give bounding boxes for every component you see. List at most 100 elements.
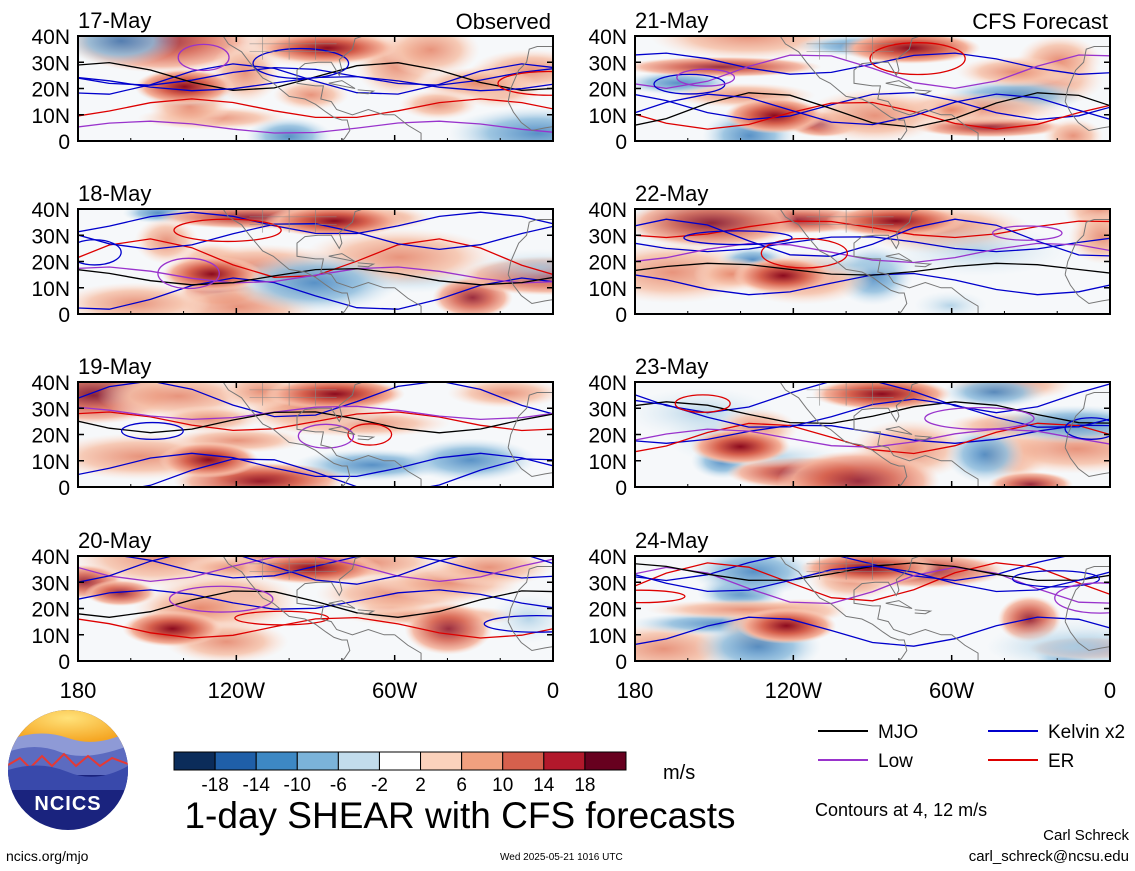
panel-date-label: 20-May bbox=[78, 528, 151, 553]
y-tick-label: 10N bbox=[31, 105, 70, 128]
panel-17-may: 40N 30N 20N 10N 0 17-May Observed bbox=[31, 8, 554, 154]
y-tick-label: 20N bbox=[31, 252, 70, 275]
colorbar-swatch bbox=[337, 751, 380, 771]
y-tick-label: 20N bbox=[31, 425, 70, 448]
colorbar-swatch bbox=[296, 751, 339, 771]
column-header: Observed bbox=[456, 9, 551, 34]
panel-date-label: 21-May bbox=[635, 8, 708, 33]
y-tick-label: 0 bbox=[615, 651, 627, 674]
y-tick-label: 0 bbox=[615, 477, 627, 500]
colorbar-tick-label: 6 bbox=[456, 775, 467, 796]
y-tick-label: 30N bbox=[588, 398, 627, 421]
colorbar-swatch bbox=[461, 751, 504, 771]
y-tick-label: 20N bbox=[588, 79, 627, 102]
y-tick-label: 30N bbox=[31, 572, 70, 595]
x-tick-label: 60W bbox=[929, 678, 974, 703]
y-tick-label: 10N bbox=[588, 451, 627, 474]
legend-label: Kelvin x2 bbox=[1048, 722, 1125, 743]
colorbar-tick-label: 2 bbox=[415, 775, 426, 796]
author-email: carl_schreck@ncsu.edu bbox=[968, 848, 1129, 865]
legend-item: Kelvin x2 bbox=[988, 722, 1125, 743]
y-tick-label: 10N bbox=[588, 625, 627, 648]
y-tick-label: 0 bbox=[58, 477, 70, 500]
y-tick-label: 20N bbox=[588, 599, 627, 622]
panel-22-may: 40N 30N 20N 10N 0 22-May bbox=[588, 181, 1111, 327]
panel-date-label: 22-May bbox=[635, 181, 708, 206]
y-tick-label: 40N bbox=[31, 199, 70, 222]
y-tick-label: 10N bbox=[588, 278, 627, 301]
x-tick-label: 0 bbox=[1104, 678, 1116, 703]
panel-20-may: 40N 30N 20N 10N 0 20-May 180 120W 60W 0 bbox=[31, 528, 559, 703]
panel-19-may: 40N 30N 20N 10N 0 19-May bbox=[31, 354, 554, 500]
y-tick-label: 40N bbox=[588, 546, 627, 569]
y-tick-label: 10N bbox=[31, 278, 70, 301]
colorbar-units: m/s bbox=[663, 762, 696, 784]
timestamp: Wed 2025-05-21 1016 UTC bbox=[500, 852, 623, 863]
chart-title: 1-day SHEAR with CFS forecasts bbox=[184, 795, 736, 836]
legend-label: Low bbox=[878, 751, 913, 772]
panel-date-label: 17-May bbox=[78, 8, 151, 33]
colorbar-swatch bbox=[214, 751, 257, 771]
panel-date-label: 24-May bbox=[635, 528, 708, 553]
panel-23-may: 40N 30N 20N 10N 0 23-May bbox=[588, 354, 1111, 500]
column-header: CFS Forecast bbox=[972, 9, 1108, 34]
x-tick-label: 120W bbox=[208, 678, 266, 703]
y-tick-label: 30N bbox=[588, 572, 627, 595]
y-tick-label: 30N bbox=[31, 225, 70, 248]
y-tick-label: 40N bbox=[31, 26, 70, 49]
colorbar-swatch bbox=[255, 751, 298, 771]
author-name: Carl Schreck bbox=[1043, 827, 1129, 844]
legend-item: MJO bbox=[818, 722, 918, 743]
y-tick-label: 10N bbox=[588, 105, 627, 128]
colorbar-tick-label: -6 bbox=[330, 775, 347, 796]
legend-label: ER bbox=[1048, 751, 1074, 772]
y-tick-label: 40N bbox=[31, 546, 70, 569]
y-tick-label: 0 bbox=[615, 304, 627, 327]
panel-date-label: 18-May bbox=[78, 181, 151, 206]
panel-18-may: 40N 30N 20N 10N 0 18-May bbox=[31, 181, 554, 327]
contour-note: Contours at 4, 12 m/s bbox=[815, 800, 988, 820]
colorbar-swatch bbox=[173, 751, 216, 771]
y-tick-label: 40N bbox=[588, 199, 627, 222]
y-tick-label: 30N bbox=[31, 398, 70, 421]
x-tick-label: 120W bbox=[765, 678, 823, 703]
legend-item: Low bbox=[818, 751, 913, 772]
y-tick-label: 10N bbox=[31, 451, 70, 474]
y-tick-label: 0 bbox=[58, 651, 70, 674]
y-tick-label: 40N bbox=[588, 372, 627, 395]
y-tick-label: 40N bbox=[588, 26, 627, 49]
colorbar-tick-label: 18 bbox=[574, 775, 595, 796]
source-url: ncics.org/mjo bbox=[6, 848, 89, 864]
x-tick-label: 180 bbox=[60, 678, 97, 703]
y-tick-label: 30N bbox=[31, 52, 70, 75]
ncics-logo: NCICS bbox=[8, 710, 128, 830]
legend-item: ER bbox=[988, 751, 1074, 772]
y-tick-label: 30N bbox=[588, 52, 627, 75]
colorbar-swatch bbox=[502, 751, 545, 771]
y-tick-label: 40N bbox=[31, 372, 70, 395]
panel-24-may: 40N 30N 20N 10N 0 24-May 180 120W 60W 0 bbox=[588, 528, 1116, 703]
y-tick-label: 0 bbox=[58, 131, 70, 154]
y-tick-label: 0 bbox=[615, 131, 627, 154]
colorbar-tick-label: -14 bbox=[242, 775, 270, 796]
y-tick-label: 20N bbox=[31, 599, 70, 622]
colorbar-tick-label: 10 bbox=[492, 775, 513, 796]
y-tick-label: 10N bbox=[31, 625, 70, 648]
panel-date-label: 19-May bbox=[78, 354, 151, 379]
colorbar-swatch bbox=[378, 751, 422, 771]
x-tick-label: 0 bbox=[547, 678, 559, 703]
panel-21-may: 40N 30N 20N 10N 0 21-May CFS Forecast bbox=[588, 8, 1111, 154]
colorbar-tick-label: -10 bbox=[284, 775, 311, 796]
colorbar-tick-label: -2 bbox=[371, 775, 388, 796]
y-tick-label: 30N bbox=[588, 225, 627, 248]
logo-text: NCICS bbox=[34, 793, 101, 815]
y-tick-label: 20N bbox=[588, 252, 627, 275]
colorbar-swatch bbox=[584, 751, 627, 771]
colorbar-swatch bbox=[543, 751, 586, 771]
colorbar-swatch bbox=[420, 751, 463, 771]
x-tick-label: 60W bbox=[372, 678, 417, 703]
legend-label: MJO bbox=[878, 722, 918, 743]
y-tick-label: 0 bbox=[58, 304, 70, 327]
y-tick-label: 20N bbox=[31, 79, 70, 102]
